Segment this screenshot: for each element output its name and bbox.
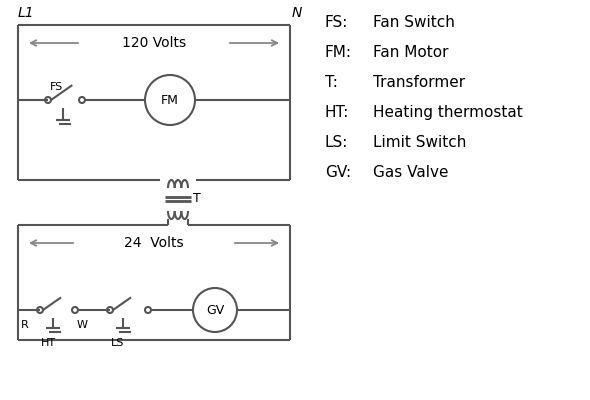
Text: Transformer: Transformer [373,75,465,90]
Text: HT:: HT: [325,105,349,120]
Text: FM:: FM: [325,45,352,60]
Text: Fan Switch: Fan Switch [373,15,455,30]
Text: FS:: FS: [325,15,348,30]
Text: Heating thermostat: Heating thermostat [373,105,523,120]
Text: 120 Volts: 120 Volts [122,36,186,50]
Text: Fan Motor: Fan Motor [373,45,448,60]
Text: GV:: GV: [325,165,351,180]
Text: LS:: LS: [325,135,348,150]
Text: N: N [292,6,302,20]
Text: T:: T: [325,75,338,90]
Text: Gas Valve: Gas Valve [373,165,448,180]
Text: R: R [21,320,29,330]
Text: Limit Switch: Limit Switch [373,135,466,150]
Text: T: T [193,192,201,206]
Text: W: W [77,320,88,330]
Text: L1: L1 [18,6,35,20]
Text: LS: LS [112,338,124,348]
Text: HT: HT [41,338,55,348]
Text: GV: GV [206,304,224,316]
Text: FS: FS [50,82,63,92]
Text: FM: FM [161,94,179,106]
Text: 24  Volts: 24 Volts [124,236,184,250]
